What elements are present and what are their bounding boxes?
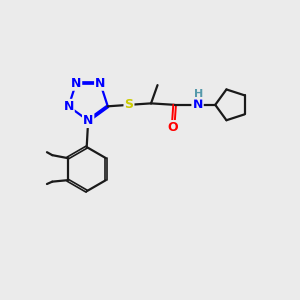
Text: N: N bbox=[63, 100, 74, 113]
Text: O: O bbox=[168, 121, 178, 134]
Text: H: H bbox=[194, 89, 203, 99]
Text: N: N bbox=[95, 77, 106, 90]
Text: N: N bbox=[83, 114, 93, 127]
Text: N: N bbox=[71, 77, 81, 90]
Text: S: S bbox=[124, 98, 134, 111]
Text: N: N bbox=[192, 98, 203, 111]
